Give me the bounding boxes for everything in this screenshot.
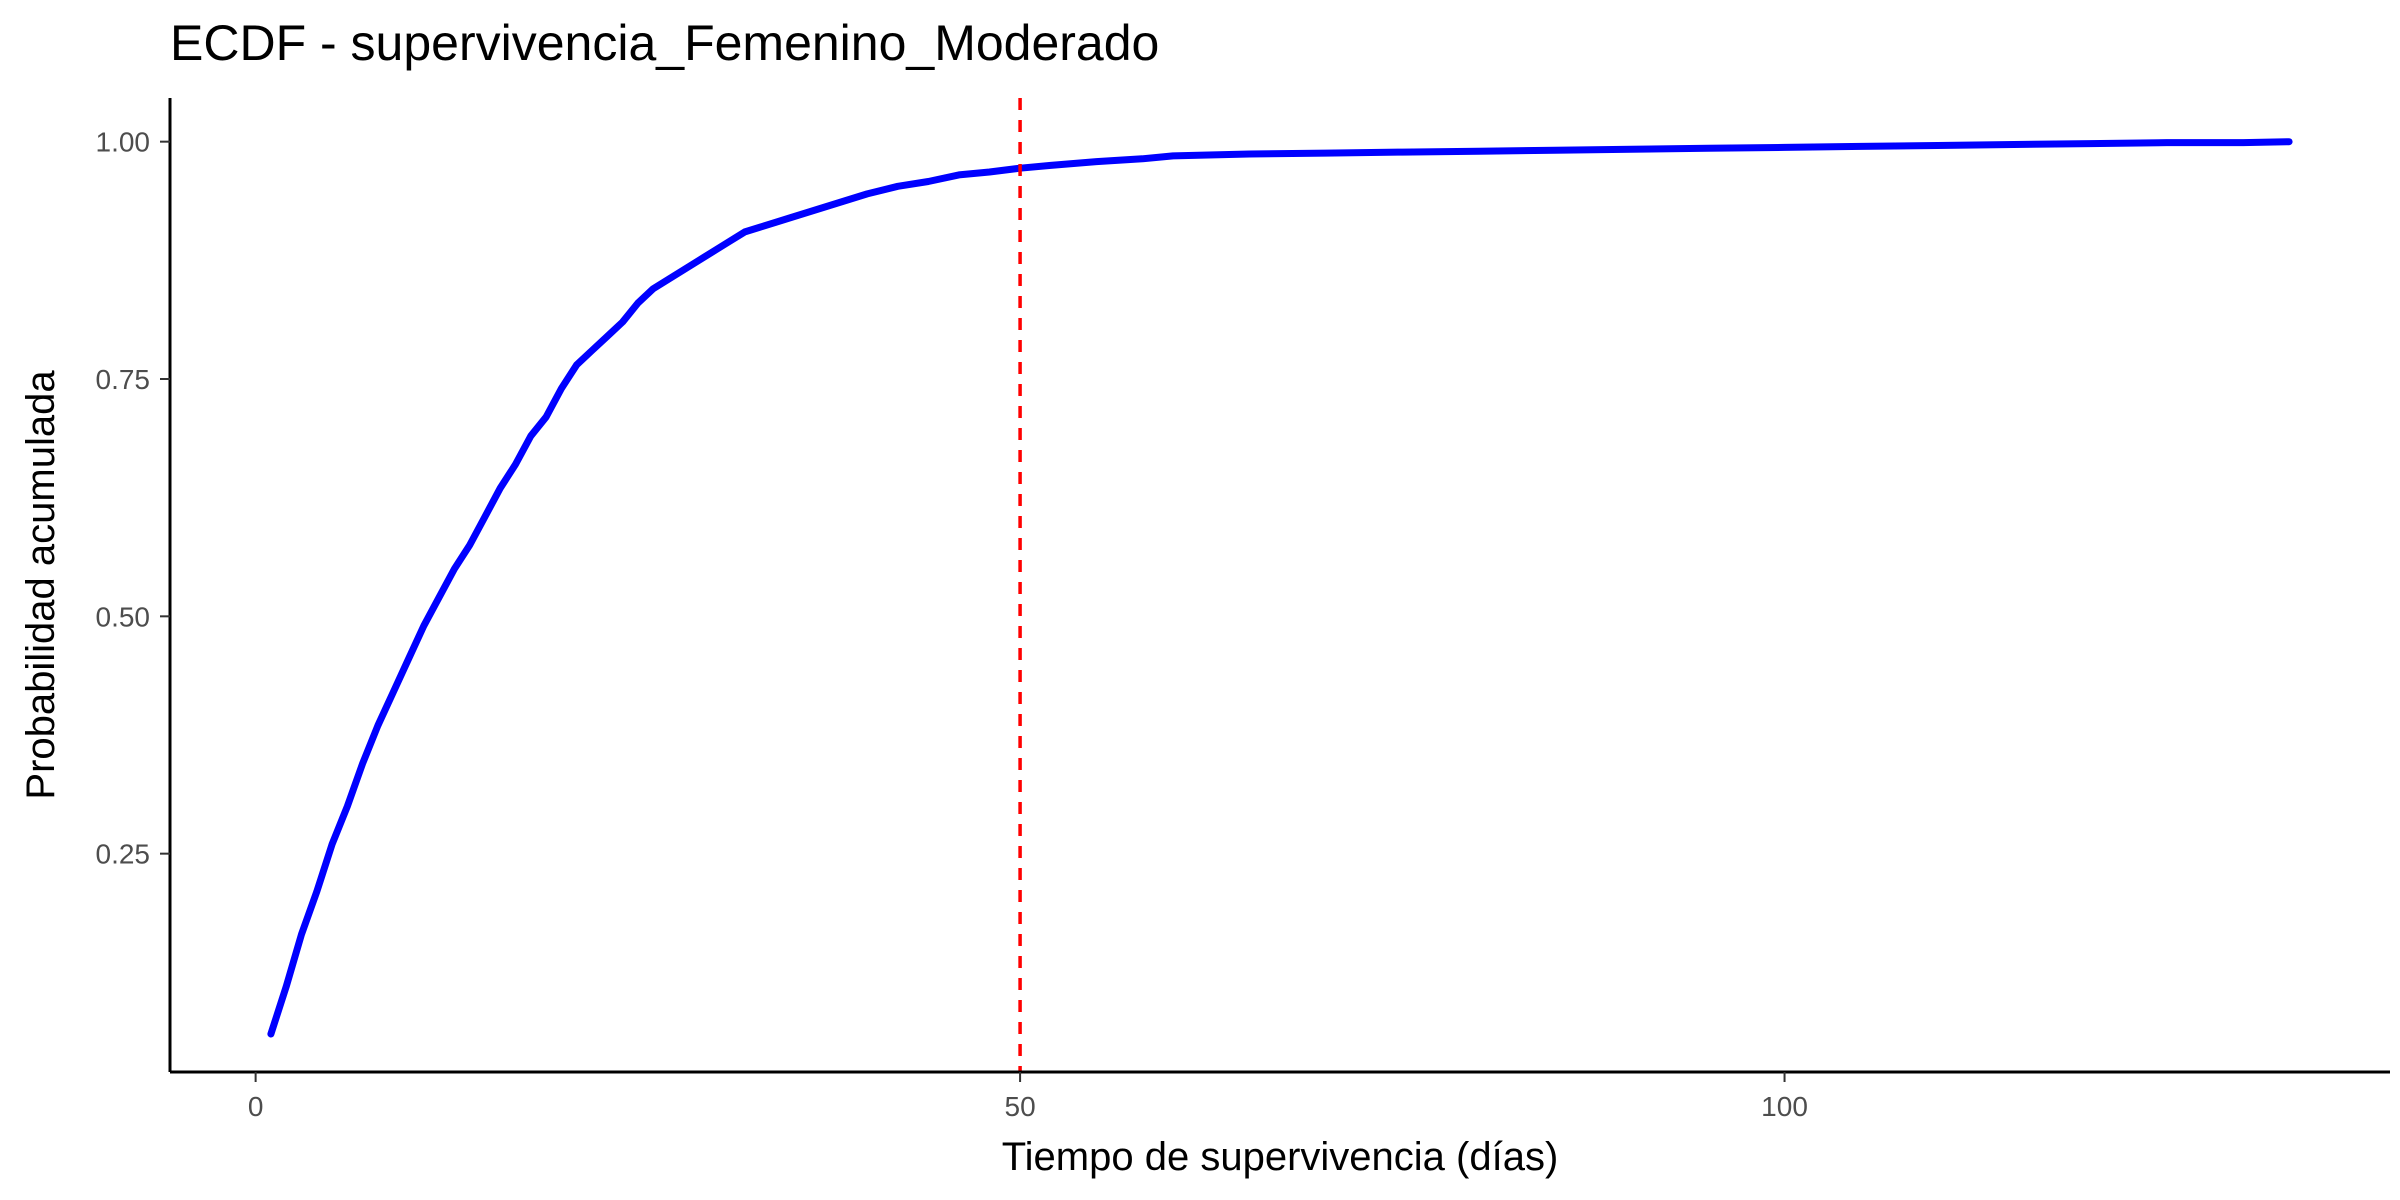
y-tick-label: 0.25 [96, 839, 151, 870]
x-tick-label: 0 [248, 1091, 264, 1122]
ecdf-series-line [267, 138, 2293, 1038]
y-tick-label: 1.00 [96, 127, 151, 158]
x-tick-label: 100 [1761, 1091, 1808, 1122]
plot-area [267, 98, 2293, 1072]
x-axis-ticks: 0 50 100 [248, 1072, 1808, 1122]
y-axis-title: Probabilidad acumulada [19, 370, 63, 800]
y-tick-label: 0.75 [96, 364, 151, 395]
x-tick-label: 50 [1005, 1091, 1036, 1122]
x-axis-title: Tiempo de supervivencia (días) [1002, 1135, 1559, 1179]
y-axis-ticks: 0.25 0.50 0.75 1.00 [96, 127, 170, 870]
y-tick-label: 0.50 [96, 601, 151, 632]
chart-title: ECDF - supervivencia_Femenino_Moderado [170, 15, 1159, 71]
